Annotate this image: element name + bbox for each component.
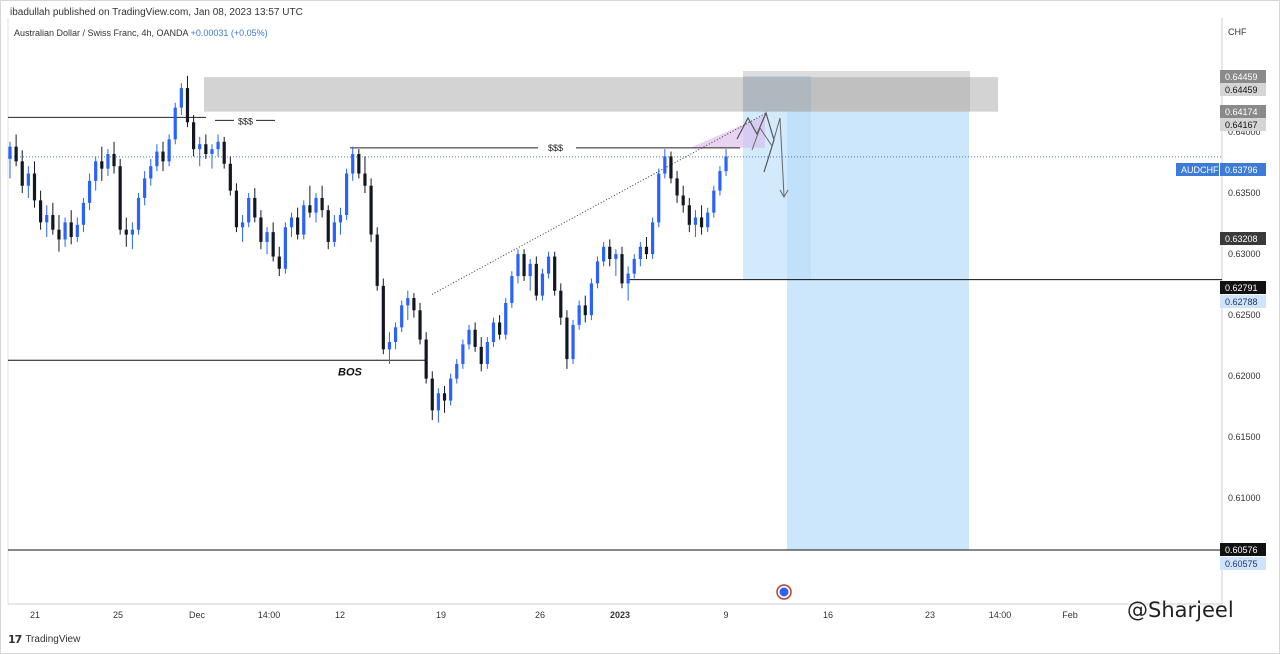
watermark: @Sharjeel [1127,598,1234,622]
brand-name: TradingView [25,634,81,645]
price-change: +0.00031 (+0.05%) [190,28,268,38]
tradingview-logo-icon: 17 [8,633,22,646]
currency-label: CHF [1228,27,1247,37]
symbol-legend: Australian Dollar / Swiss Franc, 4h, OAN… [14,28,268,38]
tradingview-brand[interactable]: 17 TradingView [8,633,80,646]
symbol-title: Australian Dollar / Swiss Franc, 4h, OAN… [14,28,189,38]
publish-info: ibadullah published on TradingView.com, … [10,7,303,18]
